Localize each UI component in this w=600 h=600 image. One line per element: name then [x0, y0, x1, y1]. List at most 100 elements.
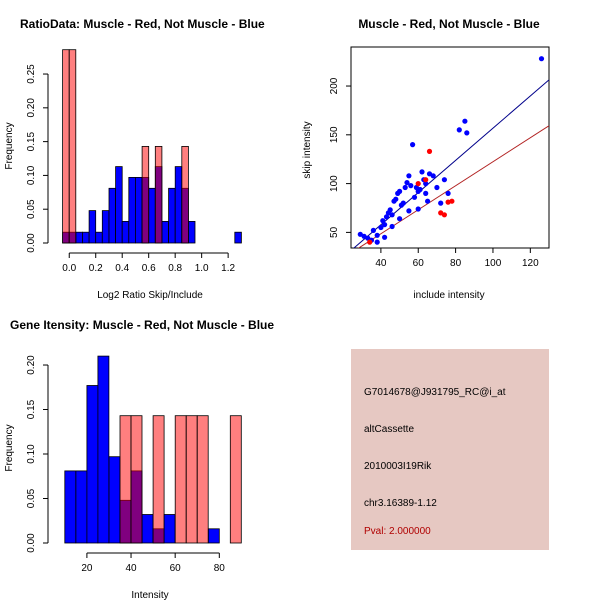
ratio-y-label: Frequency [4, 122, 15, 169]
scatter-point-not-muscle-16 [397, 188, 403, 194]
ratio-bar-not-muscle-7 [108, 187, 116, 244]
scatter-point-not-muscle-24 [411, 194, 418, 200]
scatter-point-not-muscle-46 [406, 208, 412, 214]
ratio-bar-not-muscle-10 [128, 176, 136, 244]
ratio-bar-not-muscle-16 [168, 187, 176, 244]
scatter-point-not-muscle-14 [393, 196, 399, 202]
intensity-x-label: Intensity [131, 590, 168, 600]
ratio-histogram: RatioData: Muscle - Red, Not Muscle - Bl… [4, 17, 265, 301]
intensity-x-tick-label: 20 [81, 563, 93, 574]
intensity-y-label: Frequency [4, 424, 15, 471]
intensity-y-tick-label: 0.20 [26, 355, 37, 375]
probe-info-panel: G7014678@J931795_RC@i_at altCassette 201… [351, 349, 549, 550]
intensity-bar-muscle-3 [174, 415, 187, 544]
intensity-x-tick-label: 40 [125, 563, 137, 574]
ratio-y-tick-label: 0.05 [26, 199, 37, 219]
intensity-bar-not-muscle-3 [97, 355, 110, 544]
ratio-bar-not-muscle-11 [134, 176, 143, 244]
scatter-point-not-muscle-38 [456, 127, 462, 133]
scatter-point-not-muscle-27 [417, 186, 423, 193]
intensity-bar-muscle-0 [119, 415, 132, 544]
ratio-bar-not-muscle-3 [82, 231, 90, 244]
scatter-point-not-muscle-42 [374, 239, 380, 245]
scatter-point-muscle-5 [441, 212, 447, 218]
ratio-y-tick-label: 0.10 [26, 165, 37, 185]
intensity-bar-not-muscle-2 [86, 385, 99, 544]
intensity-y-tick-label: 0.00 [26, 533, 37, 553]
intensity-bar-not-muscle-1 [75, 470, 88, 544]
intensity-bar-muscle-2 [152, 415, 165, 544]
scatter-x-tick-label: 120 [522, 258, 539, 269]
ratio-bar-not-muscle-2 [75, 231, 83, 244]
intensity-y-tick-label: 0.15 [26, 399, 37, 419]
genomic-location: chr3.16389-1.12 [364, 498, 437, 509]
scatter-point-not-muscle-43 [382, 234, 388, 240]
gene-name: 2010003I19Rik [364, 461, 432, 472]
scatter-point-not-muscle-40 [464, 130, 470, 136]
intensity-y-tick-label: 0.10 [26, 444, 37, 464]
intensity-bar-muscle-1 [130, 415, 143, 544]
scatter-point-not-muscle-44 [389, 223, 395, 230]
ratio-bar-not-muscle-8 [115, 166, 123, 244]
scatter-point-not-muscle-37 [445, 190, 451, 196]
ratio-bar-not-muscle-17 [174, 166, 183, 244]
ratio-x-tick-label: 1.0 [195, 263, 209, 274]
ratio-bar-not-muscle-9 [121, 220, 130, 244]
ratio-y-tick-label: 0.20 [26, 98, 37, 118]
intensity-bar-not-muscle-7 [141, 514, 154, 544]
scatter-point-not-muscle-22 [408, 183, 414, 189]
scatter-point-not-muscle-39 [462, 118, 468, 124]
scatter-point-not-muscle-4 [370, 227, 376, 233]
scatter-point-not-muscle-12 [389, 212, 395, 218]
scatter-muscle-fit-line [357, 125, 549, 248]
scatter-point-not-muscle-30 [423, 181, 429, 187]
ratio-bar-not-muscle-15 [161, 220, 169, 244]
scatter-x-tick-label: 40 [375, 258, 387, 269]
scatter-point-not-muscle-18 [400, 200, 406, 206]
scatter-y-tick-label: 100 [329, 175, 340, 192]
intensity-title: Gene Itensity: Muscle - Red, Not Muscle … [10, 318, 274, 332]
ratio-bar-not-muscle-20 [234, 231, 242, 244]
scatter-point-muscle-0 [367, 239, 373, 245]
event-type: altCassette [364, 424, 415, 435]
ratio-bar-muscle-4 [181, 145, 189, 244]
p-value: Pval: 2.000000 [364, 526, 431, 537]
scatter-point-not-muscle-11 [387, 207, 393, 213]
ratio-bar-muscle-1 [68, 49, 77, 244]
ratio-x-tick-label: 0.8 [168, 263, 182, 274]
scatter-point-not-muscle-7 [380, 218, 386, 224]
scatter-point-muscle-2 [423, 177, 429, 183]
ratio-bar-not-muscle-13 [148, 187, 156, 244]
scatter-x-tick-label: 100 [485, 258, 502, 269]
scatter-point-not-muscle-45 [397, 216, 403, 222]
ratio-bar-muscle-3 [154, 145, 163, 244]
ratio-bar-not-muscle-19 [187, 220, 196, 244]
intensity-x-tick-label: 80 [214, 563, 226, 574]
scatter-point-not-muscle-20 [404, 180, 410, 186]
intensity-bar-muscle-6 [229, 415, 242, 544]
scatter-point-not-muscle-47 [415, 206, 421, 212]
scatter-point-not-muscle-31 [425, 198, 431, 204]
scatter-point-not-muscle-33 [430, 173, 436, 179]
scatter-point-not-muscle-48 [423, 190, 429, 196]
intensity-bar-not-muscle-0 [64, 470, 77, 544]
ratio-x-label: Log2 Ratio Skip/Include [97, 290, 203, 301]
scatter-point-not-muscle-5 [374, 232, 380, 238]
ratio-y-tick-label: 0.00 [26, 233, 37, 253]
ratio-bar-muscle-2 [141, 145, 150, 244]
ratio-bar-not-muscle-5 [95, 231, 103, 244]
intensity-scatter-plot: Muscle - Red, Not Muscle - Blue 40 60 80 10… [302, 17, 550, 301]
scatter-point-not-muscle-35 [438, 200, 444, 206]
scatter-point-muscle-3 [426, 148, 433, 154]
ratio-y-tick-label: 0.25 [26, 64, 37, 84]
intensity-bar-not-muscle-9 [163, 514, 176, 544]
scatter-point-not-muscle-19 [402, 184, 408, 191]
ratio-x-tick-label: 0.0 [62, 263, 76, 274]
intensity-bar-muscle-5 [196, 415, 209, 544]
intensity-y-tick-label: 0.05 [26, 488, 37, 508]
scatter-y-tick-label: 150 [329, 126, 340, 143]
scatter-x-tick-label: 80 [450, 258, 462, 269]
scatter-title: Muscle - Red, Not Muscle - Blue [358, 17, 540, 31]
ratio-y-tick-label: 0.15 [26, 131, 37, 151]
